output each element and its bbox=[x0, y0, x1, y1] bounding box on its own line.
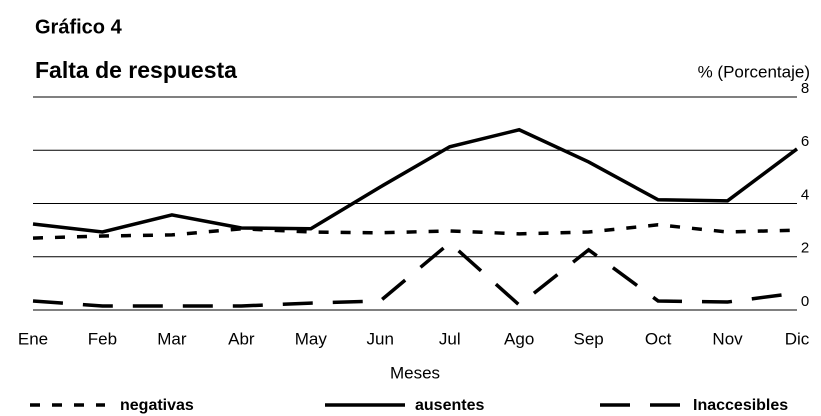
chart-title: Gráfico 4 bbox=[35, 16, 123, 38]
x-tick-label: Mar bbox=[157, 329, 187, 348]
x-tick-label: Nov bbox=[712, 329, 743, 348]
x-tick-label: Oct bbox=[645, 329, 672, 348]
y-axis-label: % (Porcentaje) bbox=[698, 62, 810, 81]
y-tick-label: 4 bbox=[801, 186, 809, 203]
legend-label: negativas bbox=[120, 397, 194, 414]
line-series bbox=[32, 240, 798, 308]
x-tick-label: Dic bbox=[785, 329, 810, 348]
x-tick-label: Ene bbox=[18, 329, 48, 348]
legend-label: Inaccesibles bbox=[693, 397, 788, 414]
x-tick-label: Sep bbox=[574, 329, 604, 348]
y-tick-label: 6 bbox=[801, 133, 809, 150]
chart-subtitle: Falta de respuesta bbox=[35, 57, 237, 83]
line-series bbox=[32, 223, 798, 240]
x-tick-label: Feb bbox=[88, 329, 117, 348]
x-tick-label: Abr bbox=[228, 329, 255, 348]
legend-label: ausentes bbox=[415, 397, 484, 414]
y-tick-label: 2 bbox=[801, 240, 809, 257]
x-tick-label: Jun bbox=[367, 329, 394, 348]
y-tick-label: 8 bbox=[801, 80, 809, 97]
x-tick-label: May bbox=[295, 329, 328, 348]
x-tick-label: Jul bbox=[439, 329, 461, 348]
y-tick-label: 0 bbox=[801, 293, 809, 310]
x-axis-label: Meses bbox=[390, 363, 440, 382]
x-tick-label: Ago bbox=[504, 329, 534, 348]
line-series bbox=[32, 127, 799, 234]
